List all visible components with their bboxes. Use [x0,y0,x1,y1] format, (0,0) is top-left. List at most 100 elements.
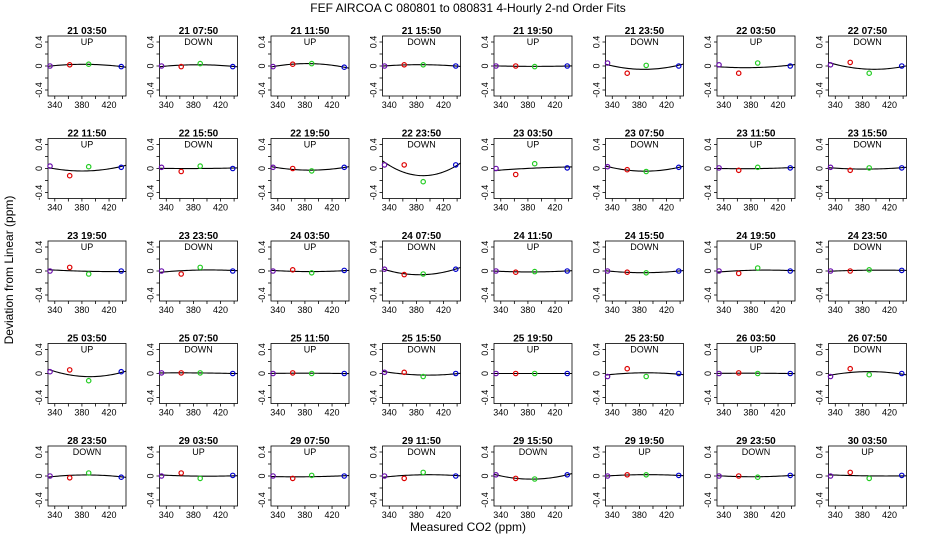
data-point [531,370,538,377]
x-tick-label: 420 [102,305,117,315]
data-point [716,473,722,479]
y-tick-label: 0.4 [257,343,267,356]
data-point [66,474,73,481]
x-tick-label: 380 [632,100,647,110]
y-tick-label: -0.4 [703,287,713,303]
y-tick-label: 0 [815,473,825,478]
y-tick-label: 0 [815,166,825,171]
data-point [341,473,348,479]
panel-direction-label: DOWN [519,447,548,457]
x-tick-label: 380 [520,408,535,418]
panel-direction-label: UP [527,242,540,252]
x-tick-label: 420 [325,203,340,213]
y-tick-label: 0.4 [369,138,379,151]
data-point [512,475,519,482]
y-tick-label: -0.4 [480,185,490,201]
data-point [716,62,722,68]
panel-title: 29 15:50 [513,436,553,447]
data-point [85,61,92,67]
data-point [643,373,649,380]
x-tick-label: 340 [716,408,731,418]
fit-curve [828,474,907,477]
y-tick-label: 0.4 [703,241,713,254]
y-tick-label: 0.4 [703,138,713,151]
y-tick-label: -0.4 [592,287,602,303]
y-tick-label: 0.4 [34,241,44,254]
data-point [604,60,611,66]
panel-title: 24 11:50 [514,231,553,242]
y-tick-label: 0.4 [592,446,602,459]
x-tick-label: 380 [632,408,647,418]
x-tick-label: 340 [159,305,174,315]
panel-direction-label: UP [750,345,763,355]
x-tick-label: 340 [47,408,62,418]
y-tick-label: -0.4 [815,390,825,406]
panel-title: 24 03:50 [290,231,330,242]
x-tick-label: 380 [297,408,312,418]
x-tick-label: 420 [659,408,674,418]
y-tick-label: -0.4 [480,390,490,406]
data-point [308,60,315,67]
x-tick-label: 420 [771,305,786,315]
x-tick-label: 340 [605,100,620,110]
panel-direction-label: UP [304,37,317,47]
panel-direction-label: UP [527,345,540,355]
data-point [866,475,872,482]
fit-curve [47,164,127,172]
x-tick-label: 340 [828,100,843,110]
data-point [178,370,185,376]
fit-curve [716,269,796,273]
fit-curve [382,474,461,478]
data-point [197,60,203,67]
data-point [178,63,185,70]
panel-direction-label: DOWN [630,345,659,355]
x-tick-label: 420 [102,203,117,213]
y-tick-label: -0.4 [146,390,156,406]
panel-direction-label: DOWN [407,242,436,252]
panel-title: 21 03:50 [67,26,107,37]
panel-direction-label: DOWN [184,242,213,252]
y-tick-label: -0.4 [480,287,490,303]
data-point [452,266,459,273]
panel-title: 24 23:50 [848,231,888,242]
data-point [675,63,682,69]
data-point [452,63,459,69]
y-tick-label: 0 [592,371,602,376]
data-point [624,166,631,173]
y-tick-label: 0.4 [480,36,490,49]
x-tick-label: 340 [159,408,174,418]
y-tick-label: -0.4 [34,390,44,406]
y-tick-label: 0.4 [146,36,156,49]
y-tick-label: -0.4 [480,492,490,508]
y-tick-label: 0 [480,268,490,273]
y-tick-label: 0 [703,166,713,171]
y-tick-label: 0.4 [369,446,379,459]
panel-direction-label: UP [750,37,763,47]
data-point [604,373,611,380]
y-tick-label: -0.4 [815,82,825,98]
y-tick-label: -0.4 [34,287,44,303]
x-tick-label: 420 [213,408,228,418]
x-tick-label: 380 [186,305,201,315]
data-point [289,475,296,482]
data-point [847,167,854,174]
x-tick-label: 340 [159,510,174,520]
panel-title: 25 23:50 [625,334,665,345]
x-tick-label: 380 [186,510,201,520]
y-tick-label: 0.4 [592,241,602,254]
y-tick-label: -0.4 [703,390,713,406]
y-tick-label: -0.4 [257,390,267,406]
panel-direction-label: DOWN [630,242,659,252]
panel-title: 22 19:50 [290,129,330,140]
data-point [716,165,722,171]
data-point [420,373,426,380]
panel-title: 23 15:50 [848,129,888,140]
